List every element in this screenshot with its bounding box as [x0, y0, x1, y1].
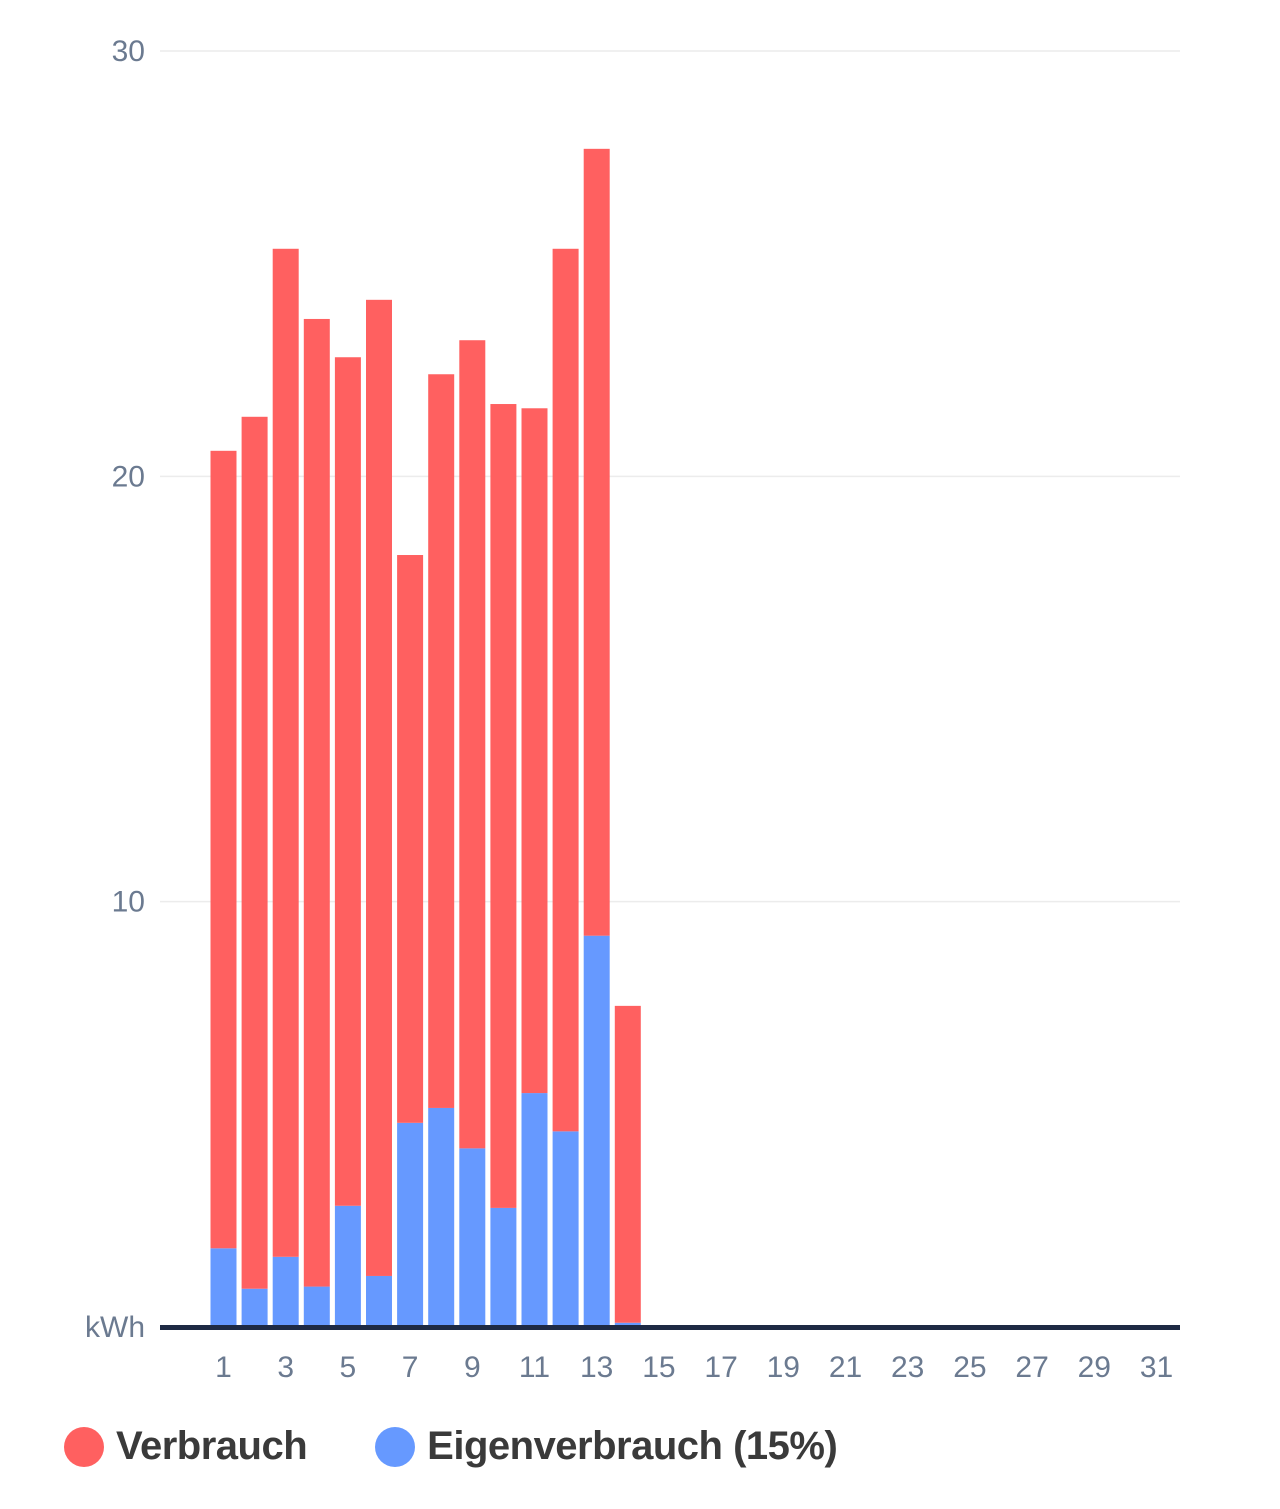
bar-eigenverbrauch-day-3[interactable]	[272, 1256, 299, 1327]
bar-verbrauch-day-3[interactable]	[272, 248, 299, 1257]
bar-verbrauch-day-8[interactable]	[428, 374, 455, 1108]
bar-verbrauch-day-12[interactable]	[552, 248, 579, 1132]
bar-verbrauch-day-2[interactable]	[241, 416, 268, 1289]
chart-legend: Verbrauch Eigenverbrauch (15%)	[64, 1424, 905, 1469]
bar-eigenverbrauch-day-10[interactable]	[490, 1207, 517, 1327]
bar-eigenverbrauch-day-5[interactable]	[334, 1205, 361, 1327]
bar-verbrauch-day-7[interactable]	[397, 555, 424, 1123]
x-tick-label-3: 3	[277, 1351, 294, 1384]
bar-eigenverbrauch-day-9[interactable]	[459, 1148, 486, 1327]
bar-verbrauch-day-13[interactable]	[583, 148, 610, 936]
bar-verbrauch-day-14[interactable]	[614, 1005, 641, 1323]
legend-marker-verbrauch	[64, 1426, 104, 1467]
bar-verbrauch-day-6[interactable]	[366, 299, 392, 1276]
x-tick-label-9: 9	[464, 1351, 481, 1384]
x-tick-label-27: 27	[1015, 1351, 1048, 1384]
x-tick-label-29: 29	[1078, 1351, 1111, 1384]
bar-eigenverbrauch-day-13[interactable]	[583, 935, 610, 1327]
x-tick-label-11: 11	[519, 1351, 550, 1384]
x-tick-label-15: 15	[642, 1351, 675, 1384]
legend-label-verbrauch: Verbrauch	[116, 1424, 308, 1468]
y-tick-label-10: 10	[112, 886, 145, 919]
bar-eigenverbrauch-day-2[interactable]	[241, 1288, 268, 1327]
x-tick-label-19: 19	[767, 1351, 800, 1384]
x-tick-label-25: 25	[953, 1351, 986, 1384]
legend-item-eigenverbrauch[interactable]: Eigenverbrauch (15%)	[375, 1424, 838, 1469]
bar-verbrauch-day-9[interactable]	[459, 340, 486, 1149]
x-tick-label-7: 7	[402, 1351, 419, 1384]
bar-eigenverbrauch-day-1[interactable]	[210, 1248, 237, 1327]
bar-eigenverbrauch-day-12[interactable]	[552, 1131, 579, 1327]
bar-eigenverbrauch-day-11[interactable]	[521, 1093, 548, 1327]
bar-verbrauch-day-11[interactable]	[521, 408, 548, 1094]
legend-marker-eigenverbrauch	[375, 1426, 416, 1467]
bar-verbrauch-day-4[interactable]	[303, 318, 330, 1287]
x-tick-label-21: 21	[829, 1351, 862, 1384]
bar-eigenverbrauch-day-14[interactable]	[614, 1322, 641, 1327]
y-tick-label-30: 30	[112, 35, 145, 68]
bar-eigenverbrauch-day-8[interactable]	[428, 1107, 455, 1327]
bar-verbrauch-day-5[interactable]	[334, 357, 361, 1206]
bar-verbrauch-day-10[interactable]	[490, 404, 517, 1208]
x-tick-label-1: 1	[215, 1351, 232, 1384]
bar-eigenverbrauch-day-7[interactable]	[397, 1122, 424, 1327]
bar-eigenverbrauch-day-6[interactable]	[366, 1275, 392, 1327]
legend-label-eigenverbrauch: Eigenverbrauch (15%)	[427, 1424, 838, 1468]
x-axis-line	[160, 1325, 1180, 1330]
x-tick-label-5: 5	[340, 1351, 357, 1384]
y-tick-label-20: 20	[112, 460, 145, 493]
x-tick-label-13: 13	[580, 1351, 613, 1384]
x-tick-label-17: 17	[704, 1351, 737, 1384]
bar-verbrauch-day-1[interactable]	[210, 450, 237, 1249]
y-axis-unit-label: kWh	[85, 1311, 145, 1344]
x-tick-label-31: 31	[1140, 1351, 1173, 1384]
legend-item-verbrauch[interactable]: Verbrauch	[64, 1424, 308, 1469]
bar-eigenverbrauch-day-4[interactable]	[303, 1286, 330, 1327]
x-tick-label-23: 23	[891, 1351, 924, 1384]
